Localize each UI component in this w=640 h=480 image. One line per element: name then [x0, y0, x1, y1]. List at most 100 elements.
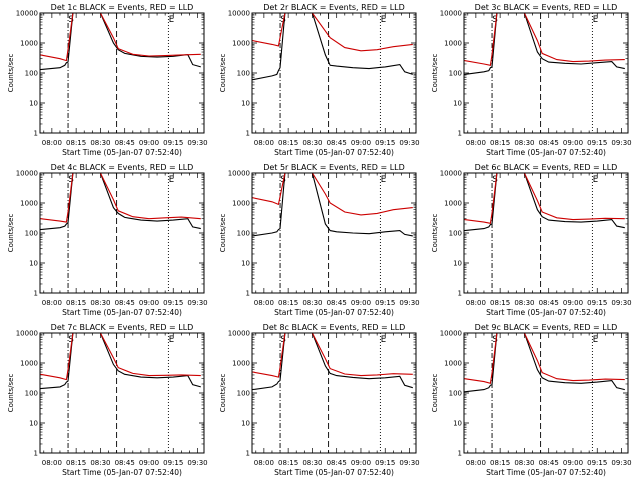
x-tick-label: 08:15	[278, 459, 298, 467]
marker-label: S	[280, 335, 285, 345]
y-tick-label: 10	[453, 260, 462, 268]
series-line-lld	[40, 173, 201, 223]
y-tick-label: 100	[25, 70, 38, 78]
x-tick-label: 09:30	[611, 299, 631, 307]
series-line-lld	[40, 333, 201, 381]
y-axis-label: Counts/sec	[431, 54, 439, 93]
x-tick-label: 08:15	[278, 299, 298, 307]
x-tick-label: 08:30	[514, 299, 534, 307]
plot-frame	[39, 172, 205, 294]
marker-label: E	[593, 15, 598, 25]
x-tick-label: 08:45	[327, 299, 347, 307]
detector-panel-1: Det 1c BLACK = Events, RED = LLD Counts/s…	[7, 3, 208, 157]
x-tick-label: 09:30	[611, 139, 631, 147]
detector-panel-8: Det 8c BLACK = Events, RED = LLD Counts/s…	[219, 323, 420, 477]
y-tick-label: 1	[34, 450, 38, 458]
x-tick-label: 08:00	[42, 139, 62, 147]
panel-title: Det 2r BLACK = Events, RED = LLD	[263, 3, 405, 12]
x-tick-label: 09:30	[611, 459, 631, 467]
y-tick-label: 100	[25, 230, 38, 238]
y-axis-label: Counts/sec	[219, 54, 227, 93]
x-tick-label: 09:15	[163, 459, 183, 467]
x-tick-label: 08:15	[278, 139, 298, 147]
x-tick-label: 09:15	[587, 459, 607, 467]
y-tick-label: 1	[246, 130, 250, 138]
y-tick-label: 10	[453, 420, 462, 428]
x-tick-label: 09:00	[139, 299, 159, 307]
y-tick-label: 1000	[232, 360, 250, 368]
detector-panel-2: Det 2r BLACK = Events, RED = LLD Counts/s…	[219, 3, 420, 157]
y-tick-label: 1	[34, 130, 38, 138]
y-tick-label: 10000	[16, 170, 38, 178]
x-axis-label: Start Time (05-Jan-07 07:52:40)	[274, 468, 394, 477]
detector-panel-6: Det 6c BLACK = Events, RED = LLD Counts/s…	[431, 163, 632, 317]
x-tick-label: 08:45	[539, 459, 559, 467]
y-tick-label: 10	[241, 260, 250, 268]
y-tick-label: 10000	[228, 330, 250, 338]
x-tick-label: 08:15	[490, 139, 510, 147]
y-tick-label: 1000	[232, 40, 250, 48]
y-axis-label: Counts/sec	[431, 374, 439, 413]
x-tick-label: 09:00	[139, 139, 159, 147]
x-tick-label: 08:30	[90, 459, 110, 467]
marker-label: E	[169, 15, 174, 25]
y-axis-label: Counts/sec	[219, 374, 227, 413]
x-tick-label: 09:00	[563, 139, 583, 147]
plot-frame	[39, 332, 205, 454]
x-tick-label: 08:00	[254, 459, 274, 467]
x-tick-label: 09:30	[399, 139, 419, 147]
x-tick-label: 08:45	[327, 459, 347, 467]
y-tick-label: 1	[34, 290, 38, 298]
y-tick-label: 10	[453, 100, 462, 108]
x-tick-label: 08:30	[302, 459, 322, 467]
y-tick-label: 1	[246, 450, 250, 458]
y-tick-label: 100	[237, 70, 250, 78]
x-tick-label: 08:45	[539, 299, 559, 307]
panel-title: Det 7c BLACK = Events, RED = LLD	[51, 323, 194, 332]
x-tick-label: 09:00	[139, 459, 159, 467]
panel-title: Det 9c BLACK = Events, RED = LLD	[475, 323, 618, 332]
x-tick-label: 08:45	[327, 139, 347, 147]
y-tick-label: 100	[449, 390, 462, 398]
x-tick-label: 09:15	[375, 459, 395, 467]
x-axis-label: Start Time (05-Jan-07 07:52:40)	[486, 308, 606, 317]
y-tick-label: 1000	[444, 40, 462, 48]
y-tick-label: 100	[237, 390, 250, 398]
series-line-lld	[464, 13, 625, 66]
marker-label: E	[381, 335, 386, 345]
series-line-events	[40, 13, 201, 71]
detector-panel-5: Det 5r BLACK = Events, RED = LLD Counts/s…	[219, 163, 420, 317]
marker-label: E	[381, 15, 386, 25]
x-tick-label: 08:45	[115, 139, 135, 147]
detector-panel-4: Det 4c BLACK = Events, RED = LLD Counts/s…	[7, 163, 208, 317]
x-tick-label: 09:15	[375, 299, 395, 307]
marker-label: E	[593, 335, 598, 345]
x-tick-label: 08:45	[115, 459, 135, 467]
x-tick-label: 08:30	[514, 459, 534, 467]
x-tick-label: 08:00	[254, 299, 274, 307]
x-tick-label: 09:00	[351, 139, 371, 147]
x-tick-label: 09:15	[587, 299, 607, 307]
detector-panel-7: Det 7c BLACK = Events, RED = LLD Counts/s…	[7, 323, 208, 477]
plot-frame	[463, 172, 629, 294]
x-tick-label: 09:00	[351, 459, 371, 467]
series-line-lld	[464, 173, 625, 224]
marker-label: E	[381, 175, 386, 185]
y-axis-label: Counts/sec	[7, 54, 15, 93]
plot-frame	[251, 172, 417, 294]
y-tick-label: 10000	[228, 10, 250, 18]
detector-panel-3: Det 3c BLACK = Events, RED = LLD Counts/s…	[431, 3, 632, 157]
x-tick-label: 08:15	[66, 299, 86, 307]
series-line-lld	[252, 173, 413, 216]
marker-label: S	[492, 175, 497, 185]
x-tick-label: 09:15	[163, 139, 183, 147]
panel-title: Det 6c BLACK = Events, RED = LLD	[475, 163, 618, 172]
marker-label: S	[492, 15, 497, 25]
x-tick-label: 09:30	[187, 139, 207, 147]
x-tick-label: 08:15	[66, 459, 86, 467]
y-tick-label: 100	[449, 230, 462, 238]
x-tick-label: 08:00	[466, 139, 486, 147]
series-line-events	[252, 13, 413, 81]
x-tick-label: 09:00	[563, 299, 583, 307]
x-tick-label: 08:00	[42, 459, 62, 467]
